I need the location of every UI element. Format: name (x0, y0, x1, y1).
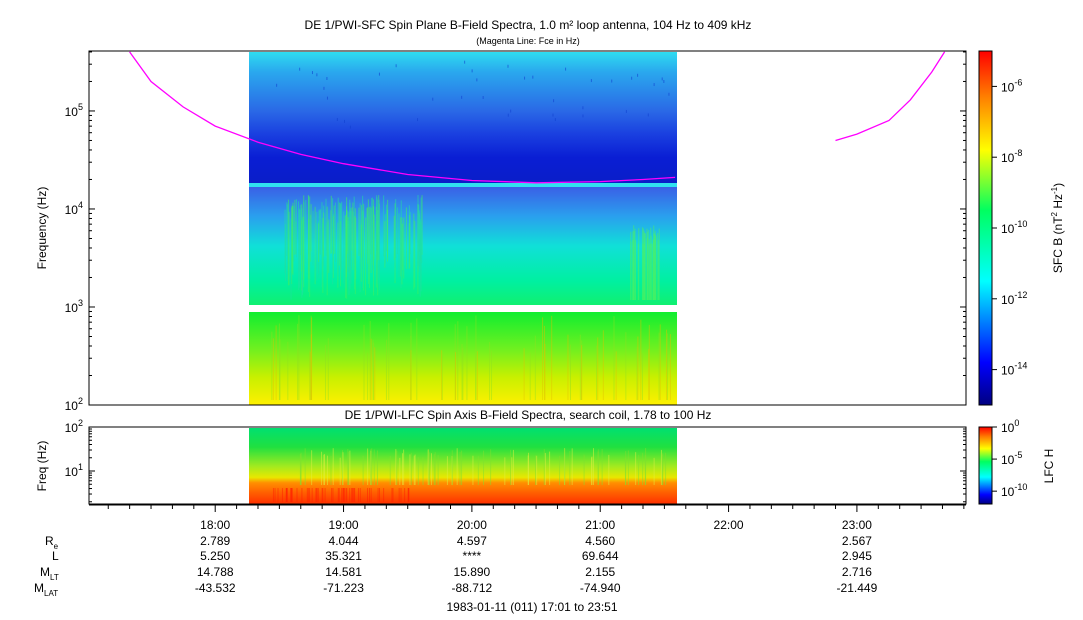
ephemeris-value: 5.250 (200, 549, 230, 563)
y-tick-label: 101 (65, 462, 83, 479)
footer-time-range: 1983-01-11 (011) 17:01 to 23:51 (446, 600, 617, 614)
ephemeris-value: 2.945 (842, 549, 872, 563)
x-tick-label: 20:00 (457, 518, 487, 532)
upper-band (249, 52, 677, 184)
fce-line-segment (129, 51, 676, 184)
bottom-colorbar-ticks: 100 10-5 10-10 (992, 418, 1027, 499)
lfc-streaks (272, 448, 667, 502)
colorbar-tick-label: 10-8 (1001, 148, 1022, 165)
ephemeris-value: 4.597 (457, 534, 487, 548)
ephemeris-row-label: Re (45, 534, 59, 551)
x-tick-label: 21:00 (585, 518, 615, 532)
x-tick-label: 18:00 (200, 518, 230, 532)
colorbar-tick-label: 10-6 (1001, 77, 1022, 94)
top-panel-frame (88, 50, 967, 406)
ephemeris-row-label: L (52, 549, 59, 563)
top-y-axis: 102 103 104 105 (65, 51, 966, 413)
bottom-spectrogram (249, 428, 677, 504)
ephemeris-value: 2.155 (585, 565, 615, 579)
top-colorbar-label: SFC B (nT2 Hz-1) (1050, 183, 1065, 273)
ephemeris-row-label: MLAT (34, 581, 58, 598)
colorbar-tick-label: 10-10 (1001, 219, 1027, 236)
ephemeris-value: 69.644 (582, 549, 619, 563)
y-tick-label: 105 (65, 102, 83, 119)
bottom-colorbar-label: LFC H (1042, 449, 1056, 484)
x-tick-label: 23:00 (842, 518, 872, 532)
bottom-panel-frame (88, 426, 967, 505)
colorbar-tick-label: 10-10 (1001, 482, 1027, 499)
lfc-band (249, 428, 677, 504)
ephemeris-value: 35.321 (325, 549, 362, 563)
x-axis: 18:00 19:00 20:00 21:00 22:00 23:00 (107, 505, 965, 532)
ephemeris-value: 14.788 (197, 565, 234, 579)
ephemeris-value: -88.712 (452, 581, 493, 595)
colorbar-tick-label: 10-5 (1001, 450, 1022, 467)
x-tick-label: 22:00 (714, 518, 744, 532)
ephemeris-value: -71.223 (323, 581, 364, 595)
top-y-label: Frequency (Hz) (35, 187, 49, 270)
bottom-colorbar (978, 426, 993, 505)
ephemeris-row-label: MLT (40, 565, 59, 582)
ephemeris-value: 4.044 (329, 534, 359, 548)
bottom-y-axis: 101 102 (65, 418, 966, 503)
ephemeris-value: 4.560 (585, 534, 615, 548)
fce-stripe (249, 183, 677, 187)
top-spectrogram (249, 52, 677, 405)
y-tick-label: 102 (65, 418, 83, 435)
colorbar-tick-label: 10-14 (1001, 361, 1027, 378)
fce-line-segment (835, 51, 946, 142)
ephemeris-value: **** (463, 549, 482, 563)
ephemeris-value: -21.449 (837, 581, 878, 595)
colorbar-tick-label: 10-12 (1001, 290, 1027, 307)
y-tick-label: 102 (65, 396, 83, 413)
bottom-y-label: Freq (Hz) (35, 441, 49, 492)
ephemeris-value: 2.789 (200, 534, 230, 548)
y-tick-label: 103 (65, 298, 83, 315)
colorbar-tick-label: 100 (1001, 418, 1019, 435)
x-tick-label: 19:00 (329, 518, 359, 532)
ephemeris-value: -74.940 (580, 581, 621, 595)
fce-line (129, 51, 946, 184)
emission-streaks (271, 60, 671, 400)
ephemeris-value: 14.581 (325, 565, 362, 579)
bottom-panel-title: DE 1/PWI-LFC Spin Axis B-Field Spectra, … (345, 408, 712, 422)
ephemeris-table: Re 2.789 4.044 4.597 4.560 2.567 L 5.250 35.321 *… (34, 534, 878, 598)
ephemeris-value: 2.567 (842, 534, 872, 548)
low-band (249, 312, 677, 405)
top-colorbar (978, 50, 993, 406)
top-panel-subtitle: (Magenta Line: Fce in Hz) (476, 36, 580, 46)
top-panel-title: DE 1/PWI-SFC Spin Plane B-Field Spectra,… (305, 18, 752, 32)
ephemeris-value: 2.716 (842, 565, 872, 579)
data-gap (249, 305, 677, 312)
top-colorbar-ticks: 10-6 10-8 10-10 10-12 10-14 (992, 77, 1027, 378)
ephemeris-value: -43.532 (195, 581, 236, 595)
y-tick-label: 104 (65, 200, 83, 217)
ephemeris-value: 15.890 (454, 565, 491, 579)
